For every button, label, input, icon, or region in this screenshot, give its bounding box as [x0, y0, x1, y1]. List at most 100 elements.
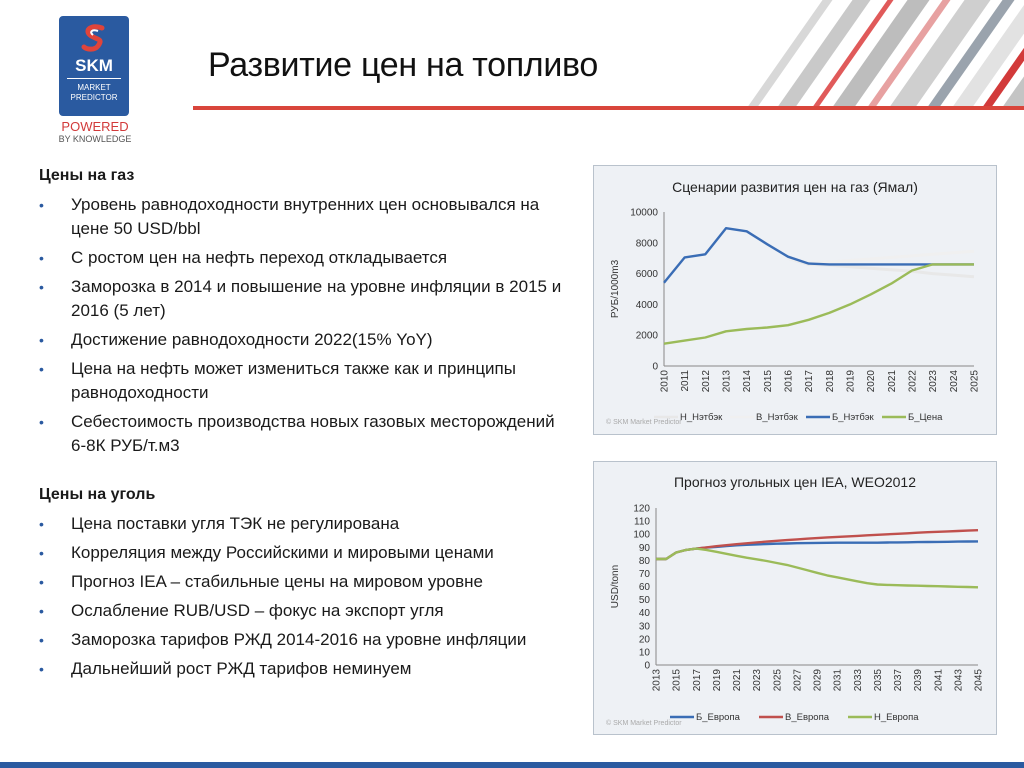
series-line — [787, 249, 975, 265]
x-tick-label: 2014 — [742, 370, 753, 393]
legend-label: В_Европа — [785, 712, 830, 723]
coal-heading: Цены на уголь — [39, 486, 156, 503]
x-tick-label: 2023 — [928, 370, 939, 393]
y-tick-label: 0 — [644, 661, 650, 672]
x-tick-label: 2019 — [712, 669, 723, 692]
x-tick-label: 2015 — [763, 370, 774, 393]
y-axis-label: РУБ/1000m3 — [610, 259, 621, 318]
chart-title: Прогноз угольных цен IEA, WEO2012 — [674, 474, 916, 490]
x-tick-label: 2011 — [680, 370, 691, 392]
y-tick-label: 10 — [639, 647, 651, 658]
legend-label: Б_Европа — [696, 712, 741, 723]
coal-bullet: Дальнейший рост РЖД тарифов неминуем — [39, 657, 569, 681]
gas-bullet: Уровень равнодоходности внутренних цен о… — [39, 193, 569, 241]
x-tick-label: 2017 — [804, 370, 815, 393]
x-tick-label: 2041 — [933, 669, 944, 692]
gas-bullet: Достижение равнодоходности 2022(15% YoY) — [39, 328, 569, 352]
x-tick-label: 2043 — [953, 669, 964, 692]
legend-label: Н_Нэтбэк — [680, 412, 723, 423]
y-tick-label: 110 — [634, 517, 650, 528]
x-tick-label: 2020 — [866, 370, 877, 393]
y-tick-label: 8000 — [636, 238, 659, 249]
gas-chart-svg: Сценарии развития цен на газ (Ямал) 0 2000… — [606, 179, 981, 426]
logo-brand: SKM — [75, 56, 113, 75]
x-tick-label: 2019 — [846, 370, 857, 393]
y-tick-label: 6000 — [636, 269, 659, 280]
x-tick-label: 2025 — [970, 370, 981, 393]
gas-bullet: Цена на нефть может измениться также как… — [39, 357, 569, 405]
coal-price-chart: Прогноз угольных цен IEA, WEO2012 0 10 20 30… — [593, 461, 997, 735]
y-tick-label: 50 — [639, 595, 651, 606]
y-tick-label: 10000 — [630, 208, 658, 219]
coal-bullet: Прогноз IEA – стабильные цены на мировом… — [39, 570, 569, 594]
skm-logo: SKM MARKET PREDICTOR — [59, 16, 129, 116]
gas-heading: Цены на газ — [39, 167, 135, 184]
chart-title: Сценарии развития цен на газ (Ямал) — [672, 179, 918, 195]
y-tick-label: 80 — [639, 556, 651, 567]
powered-line1: POWERED — [61, 119, 129, 134]
gas-bullet: С ростом цен на нефть переход откладывае… — [39, 246, 569, 270]
y-tick-label: 40 — [639, 608, 651, 619]
x-tick-label: 2045 — [974, 669, 985, 692]
x-tick-label: 2015 — [672, 669, 683, 692]
logo-symbol-icon — [59, 22, 129, 61]
x-tick-label: 2027 — [792, 669, 803, 692]
logo-line2: PREDICTOR — [70, 93, 118, 102]
x-tick-label: 2022 — [908, 370, 919, 393]
coal-bullet: Цена поставки угля ТЭК не регулирована — [39, 512, 569, 536]
x-tick-label: 2012 — [701, 370, 712, 393]
x-tick-label: 2010 — [660, 370, 671, 393]
y-axis-label: USD/tonn — [610, 565, 621, 608]
x-tick-label: 2037 — [893, 669, 904, 692]
coal-bullet: Заморозка тарифов РЖД 2014-2016 на уровн… — [39, 628, 569, 652]
y-tick-label: 70 — [639, 569, 651, 580]
y-tick-label: 30 — [639, 621, 651, 632]
powered-tagline: POWERED BY KNOWLEDGE — [40, 120, 150, 146]
gas-bullet-list: Уровень равнодоходности внутренних цен о… — [39, 193, 569, 463]
page-title: Развитие цен на топливо — [208, 46, 599, 84]
x-tick-label: 2021 — [887, 370, 898, 393]
series-line — [656, 547, 979, 589]
series-line — [787, 256, 975, 279]
y-tick-label: 120 — [633, 504, 650, 515]
coal-bullet: Корреляция между Российскими и мировыми … — [39, 541, 569, 565]
coal-chart-svg: Прогноз угольных цен IEA, WEO2012 0 10 20 30… — [606, 474, 985, 727]
legend-label: Б_Нэтбэк — [832, 412, 875, 423]
series-line — [656, 529, 979, 561]
x-tick-label: 2035 — [873, 669, 884, 692]
y-tick-label: 100 — [633, 530, 650, 541]
chart-watermark: © SKM Market Predictor — [606, 418, 682, 426]
logo-line1: MARKET — [77, 83, 111, 92]
legend-label: Б_Цена — [908, 412, 943, 423]
x-tick-label: 2031 — [833, 669, 844, 692]
x-tick-label: 2017 — [692, 669, 703, 692]
logo-divider — [67, 78, 121, 79]
gas-price-chart: Сценарии развития цен на газ (Ямал) 0 2000… — [593, 165, 997, 435]
x-tick-label: 2021 — [732, 669, 743, 692]
y-tick-label: 90 — [639, 543, 651, 554]
x-tick-label: 2024 — [949, 370, 960, 393]
header-decoration — [664, 0, 1024, 108]
x-tick-label: 2029 — [813, 669, 824, 692]
y-tick-label: 0 — [652, 362, 658, 373]
coal-bullet-list: Цена поставки угля ТЭК не регулирована К… — [39, 512, 569, 686]
chart-watermark: © SKM Market Predictor — [606, 719, 682, 727]
x-tick-label: 2025 — [772, 669, 783, 692]
gas-bullet: Заморозка в 2014 и повышение на уровне и… — [39, 275, 569, 323]
y-tick-label: 2000 — [636, 331, 659, 342]
footer-bar — [0, 762, 1024, 768]
series-line — [663, 263, 974, 345]
x-tick-label: 2013 — [652, 669, 663, 692]
y-tick-label: 60 — [639, 582, 651, 593]
x-tick-label: 2033 — [853, 669, 864, 692]
x-tick-label: 2013 — [722, 370, 733, 393]
x-tick-label: 2039 — [913, 669, 924, 692]
powered-line2: BY KNOWLEDGE — [58, 134, 132, 144]
series-line — [663, 227, 974, 284]
y-tick-label: 4000 — [636, 300, 659, 311]
gas-bullet: Себестоимость производства новых газовых… — [39, 410, 569, 458]
logo-subtitle: MARKET PREDICTOR — [59, 83, 129, 103]
x-tick-label: 2016 — [784, 370, 795, 393]
coal-bullet: Ослабление RUB/USD – фокус на экспорт уг… — [39, 599, 569, 623]
title-underline — [193, 106, 1024, 110]
